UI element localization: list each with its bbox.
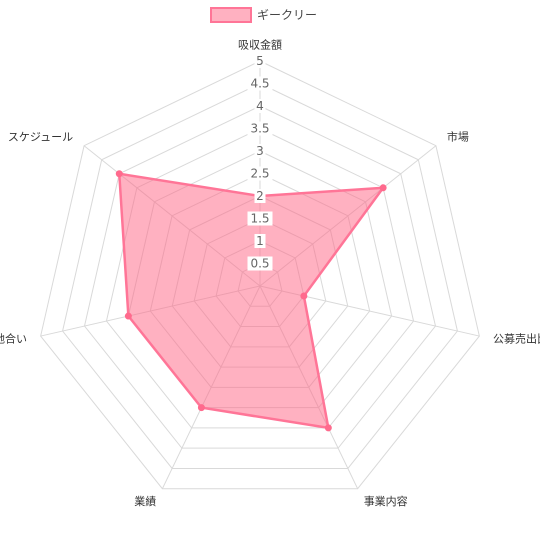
tick-label: 2.5 xyxy=(250,167,269,181)
grid-ring xyxy=(40,60,480,490)
tick-label: 1.5 xyxy=(250,212,269,226)
tick-label-backdrop xyxy=(247,256,273,271)
tick-label-backdrop xyxy=(254,54,266,68)
axis-labels: 吸収金額市場公募売出比事業内容 業績 地合い スケジュール xyxy=(0,38,540,508)
tick-label-backdrop xyxy=(247,166,273,181)
series-area xyxy=(117,172,386,430)
tick-label-backdrop xyxy=(247,76,273,91)
legend[interactable]: ギークリー xyxy=(210,7,317,23)
series-layer xyxy=(115,170,387,432)
tick-label: 2 xyxy=(256,189,264,203)
tick-label: 1 xyxy=(256,234,264,248)
tick-label: 0.5 xyxy=(250,257,269,271)
data-point xyxy=(324,424,332,432)
data-point xyxy=(115,170,123,178)
axis-label: スケジュール xyxy=(8,131,73,144)
tick-labels: 0.5 1 1.5 2 2.5 3 3.5 4 4.5 5 xyxy=(247,54,273,271)
grid-ring xyxy=(62,82,458,469)
data-point xyxy=(300,292,308,300)
tick-label-backdrop xyxy=(254,144,266,158)
legend-swatch xyxy=(210,7,252,23)
axis-label: 地合い xyxy=(0,332,27,346)
tick-label: 4.5 xyxy=(250,77,269,91)
legend-label: ギークリー xyxy=(257,8,317,22)
tick-label-backdrop xyxy=(247,211,273,226)
tick-label-backdrop xyxy=(254,189,266,203)
axis-label: 業績 xyxy=(134,494,156,508)
data-point xyxy=(379,184,387,192)
grid-ring xyxy=(83,105,437,449)
tick-label: 3 xyxy=(256,144,264,158)
axis-label: 吸収金額 xyxy=(238,38,282,52)
axis-label: 公募売出比 xyxy=(493,332,540,346)
tick-label-backdrop xyxy=(254,234,266,248)
data-point xyxy=(197,404,205,412)
tick-label: 3.5 xyxy=(250,122,269,136)
tick-label-backdrop xyxy=(254,99,266,113)
data-point xyxy=(124,312,132,320)
tick-label-backdrop xyxy=(247,121,273,136)
tick-label: 4 xyxy=(256,99,264,113)
axis-label: 事業内容 xyxy=(364,494,408,508)
axis-label: 市場 xyxy=(447,130,469,144)
tick-label: 5 xyxy=(256,54,264,68)
